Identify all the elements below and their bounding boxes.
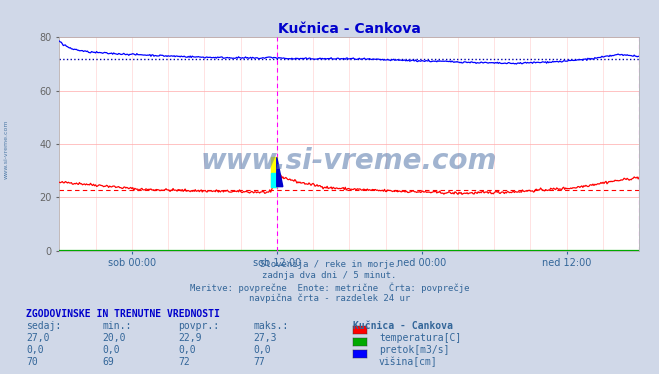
Text: 22,9: 22,9: [178, 333, 202, 343]
Text: 70: 70: [26, 357, 38, 367]
Title: Kučnica - Cankova: Kučnica - Cankova: [278, 22, 420, 36]
Text: višina[cm]: višina[cm]: [379, 357, 438, 367]
Text: ZGODOVINSKE IN TRENUTNE VREDNOSTI: ZGODOVINSKE IN TRENUTNE VREDNOSTI: [26, 309, 220, 319]
Text: maks.:: maks.:: [254, 321, 289, 331]
Text: pretok[m3/s]: pretok[m3/s]: [379, 345, 449, 355]
Text: sedaj:: sedaj:: [26, 321, 61, 331]
Text: 72: 72: [178, 357, 190, 367]
Text: povpr.:: povpr.:: [178, 321, 219, 331]
Text: 20,0: 20,0: [102, 333, 126, 343]
Text: www.si-vreme.com: www.si-vreme.com: [201, 147, 498, 175]
Text: 27,3: 27,3: [254, 333, 277, 343]
Text: 0,0: 0,0: [254, 345, 272, 355]
Text: 0,0: 0,0: [26, 345, 44, 355]
Polygon shape: [277, 157, 283, 187]
Text: Kučnica - Cankova: Kučnica - Cankova: [353, 321, 453, 331]
Text: 27,0: 27,0: [26, 333, 50, 343]
Text: 0,0: 0,0: [178, 345, 196, 355]
Text: navpična črta - razdelek 24 ur: navpična črta - razdelek 24 ur: [249, 294, 410, 303]
Text: min.:: min.:: [102, 321, 132, 331]
Text: Slovenija / reke in morje.: Slovenija / reke in morje.: [260, 260, 399, 269]
Text: 77: 77: [254, 357, 266, 367]
Bar: [271, 157, 277, 187]
Bar: [271, 174, 276, 187]
Text: 0,0: 0,0: [102, 345, 120, 355]
Text: zadnja dva dni / 5 minut.: zadnja dva dni / 5 minut.: [262, 271, 397, 280]
Text: Meritve: povprečne  Enote: metrične  Črta: povprečje: Meritve: povprečne Enote: metrične Črta:…: [190, 282, 469, 293]
Text: 69: 69: [102, 357, 114, 367]
Text: www.si-vreme.com: www.si-vreme.com: [3, 120, 9, 180]
Text: temperatura[C]: temperatura[C]: [379, 333, 461, 343]
